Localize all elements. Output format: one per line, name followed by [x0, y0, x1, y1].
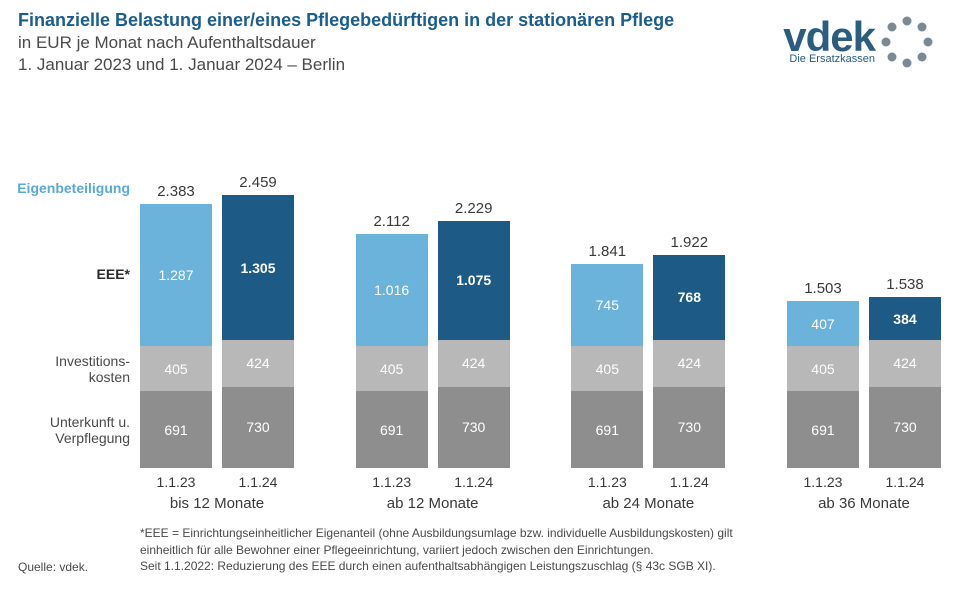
- header: Finanzielle Belastung einer/eines Pflege…: [0, 0, 959, 75]
- segment-eee: 1.075: [438, 221, 510, 340]
- bar-stack: 7304241.305: [222, 195, 294, 468]
- segment-eee: 1.305: [222, 195, 294, 340]
- bar-date-label: 1.1.24: [670, 474, 709, 490]
- bar-column: 2.459 7304241.305 1.1.24: [222, 120, 294, 490]
- bar-total-label: 2.383: [157, 183, 195, 200]
- group-label: ab 12 Monate: [356, 495, 510, 512]
- bar-column: 1.841 691405745 1.1.23: [571, 120, 643, 490]
- bar-group: 1.503 691405407 1.1.23 1.538 730424384 1.1.24…: [787, 120, 941, 490]
- bar-column: 1.538 730424384 1.1.24: [869, 120, 941, 490]
- segment-invest: 405: [571, 346, 643, 391]
- segment-unterkunft: 691: [571, 391, 643, 468]
- bar-date-label: 1.1.23: [372, 474, 411, 490]
- title-date: 1. Januar 2023 und 1. Januar 2024 – Berl…: [18, 55, 783, 75]
- bar-group: 2.3836914051.2871.1.232.4597304241.3051.…: [140, 120, 294, 490]
- bar-total-label: 1.922: [671, 234, 709, 251]
- footnote-line-3: Seit 1.1.2022: Reduzierung des EEE durch…: [140, 558, 941, 574]
- segment-invest: 424: [222, 340, 294, 387]
- segment-unterkunft: 691: [356, 391, 428, 468]
- bar-date-label: 1.1.23: [157, 474, 196, 490]
- label-eigenbeteiligung: Eigenbeteiligung: [17, 180, 130, 196]
- source-label: Quelle: vdek.: [18, 560, 88, 574]
- bar-date-label: 1.1.23: [804, 474, 843, 490]
- segment-eee: 745: [571, 264, 643, 347]
- label-invest: Investitions- kosten: [55, 353, 130, 385]
- bar-column: 1.503 691405407 1.1.23: [787, 120, 859, 490]
- logo-ring-icon: [879, 14, 935, 70]
- y-axis-labels: Eigenbeteiligung EEE* Investitions- kost…: [18, 120, 130, 490]
- segment-unterkunft: 730: [653, 387, 725, 468]
- bar-stack: 6914051.016: [356, 234, 428, 468]
- bar-stack: 7304241.075: [438, 221, 510, 468]
- segment-invest: 405: [140, 346, 212, 391]
- segment-unterkunft: 730: [438, 387, 510, 468]
- label-unterkunft: Unterkunft u. Verpflegung: [50, 414, 130, 446]
- bar-total-label: 2.229: [455, 200, 493, 217]
- group-label: ab 36 Monate: [787, 495, 941, 512]
- bar-total-label: 2.459: [239, 174, 277, 191]
- vdek-logo: vdek Die Ersatzkassen: [783, 10, 941, 70]
- segment-eee: 768: [653, 255, 725, 340]
- segment-invest: 424: [869, 340, 941, 387]
- bar-stack: 730424768: [653, 255, 725, 468]
- bar-group: 2.1126914051.0161.1.232.2297304241.0751.…: [356, 120, 510, 490]
- bar-stack: 691405745: [571, 264, 643, 468]
- bar-total-label: 2.112: [373, 213, 409, 230]
- footnote-line-1: *EEE = Einrichtungseinheitlicher Eigenan…: [140, 525, 941, 541]
- segment-unterkunft: 691: [140, 391, 212, 468]
- segment-eee: 384: [869, 297, 941, 340]
- bar-date-label: 1.1.23: [588, 474, 627, 490]
- segment-eee: 1.016: [356, 234, 428, 347]
- bar-total-label: 1.503: [804, 280, 842, 297]
- logo-tagline: Die Ersatzkassen: [789, 53, 875, 65]
- bar-total-label: 1.538: [886, 276, 924, 293]
- logo-text: vdek: [783, 19, 875, 55]
- bar-date-label: 1.1.24: [886, 474, 925, 490]
- segment-invest: 405: [356, 346, 428, 391]
- bar-groups: 2.3836914051.2871.1.232.4597304241.3051.…: [140, 120, 941, 490]
- title-main: Finanzielle Belastung einer/eines Pflege…: [18, 10, 783, 31]
- segment-invest: 424: [653, 340, 725, 387]
- segment-invest: 405: [787, 346, 859, 391]
- bar-column: 1.922 730424768 1.1.24: [653, 120, 725, 490]
- chart-area: Eigenbeteiligung EEE* Investitions- kost…: [0, 120, 959, 490]
- label-eee: EEE*: [97, 266, 130, 282]
- title-block: Finanzielle Belastung einer/eines Pflege…: [18, 10, 783, 75]
- segment-unterkunft: 691: [787, 391, 859, 468]
- bar-stack: 730424384: [869, 297, 941, 468]
- title-sub: in EUR je Monat nach Aufenthaltsdauer: [18, 33, 783, 53]
- footnote: *EEE = Einrichtungseinheitlicher Eigenan…: [140, 525, 941, 574]
- bar-date-label: 1.1.24: [239, 474, 278, 490]
- bar-group: 1.841 691405745 1.1.23 1.922 730424768 1.1.24…: [571, 120, 725, 490]
- bar-total-label: 1.841: [589, 243, 627, 260]
- bar-stack: 691405407: [787, 301, 859, 468]
- bar-column: 2.383 6914051.287 1.1.23: [140, 120, 212, 490]
- bar-date-label: 1.1.24: [454, 474, 493, 490]
- segment-unterkunft: 730: [222, 387, 294, 468]
- group-label: ab 24 Monate: [571, 495, 725, 512]
- segment-eee: 1.287: [140, 204, 212, 347]
- bar-stack: 6914051.287: [140, 204, 212, 468]
- footnote-line-2: einheitlich für alle Bewohner einer Pfle…: [140, 542, 941, 558]
- bar-column: 2.112 6914051.016 1.1.23: [356, 120, 428, 490]
- segment-eee: 407: [787, 301, 859, 346]
- segment-unterkunft: 730: [869, 387, 941, 468]
- bar-column: 2.229 7304241.075 1.1.24: [438, 120, 510, 490]
- segment-invest: 424: [438, 340, 510, 387]
- group-label: bis 12 Monate: [140, 495, 294, 512]
